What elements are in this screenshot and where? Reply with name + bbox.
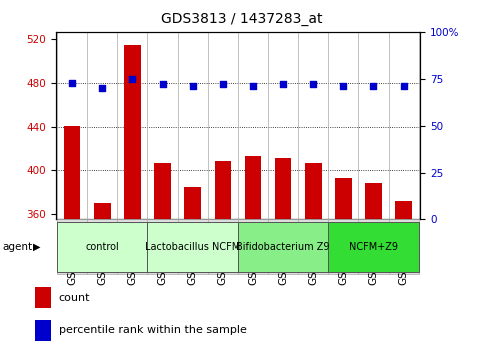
FancyBboxPatch shape — [328, 222, 419, 272]
FancyBboxPatch shape — [147, 219, 178, 274]
Point — [68, 80, 76, 85]
Bar — [35, 320, 51, 341]
Text: GSM508918: GSM508918 — [398, 222, 409, 285]
Point — [128, 76, 136, 81]
Bar — [124, 45, 141, 219]
Text: percentile rank within the sample: percentile rank within the sample — [58, 325, 246, 335]
Point — [279, 81, 287, 87]
FancyBboxPatch shape — [117, 219, 147, 274]
Point — [369, 84, 377, 89]
Text: GSM508916: GSM508916 — [339, 222, 348, 285]
Bar — [365, 183, 382, 219]
FancyBboxPatch shape — [328, 219, 358, 274]
Bar — [275, 158, 291, 219]
Text: GSM508908: GSM508908 — [97, 222, 107, 285]
Bar — [245, 156, 261, 219]
Point — [99, 85, 106, 91]
Bar — [185, 187, 201, 219]
Bar — [214, 161, 231, 219]
Text: GSM508912: GSM508912 — [218, 222, 228, 285]
Bar — [94, 203, 111, 219]
Point — [219, 81, 227, 87]
FancyBboxPatch shape — [57, 222, 147, 272]
FancyBboxPatch shape — [268, 219, 298, 274]
FancyBboxPatch shape — [238, 219, 268, 274]
Text: Lactobacillus NCFM: Lactobacillus NCFM — [145, 242, 241, 252]
Text: agent: agent — [2, 242, 32, 252]
Text: GSM508910: GSM508910 — [157, 222, 168, 285]
FancyBboxPatch shape — [298, 219, 328, 274]
Text: GSM508917: GSM508917 — [369, 222, 379, 285]
Text: GSM508911: GSM508911 — [188, 222, 198, 285]
Bar — [335, 178, 352, 219]
Text: GSM508914: GSM508914 — [278, 222, 288, 285]
Text: NCFM+Z9: NCFM+Z9 — [349, 242, 398, 252]
Point — [189, 84, 197, 89]
FancyBboxPatch shape — [208, 219, 238, 274]
FancyBboxPatch shape — [87, 219, 117, 274]
Text: GSM508915: GSM508915 — [308, 222, 318, 285]
Text: GSM508909: GSM508909 — [128, 222, 137, 285]
Bar — [154, 163, 171, 219]
Text: GSM508913: GSM508913 — [248, 222, 258, 285]
Point — [249, 84, 257, 89]
Bar — [35, 287, 51, 308]
Text: Bifidobacterium Z9: Bifidobacterium Z9 — [236, 242, 330, 252]
FancyBboxPatch shape — [147, 222, 238, 272]
Bar — [305, 163, 322, 219]
Text: GDS3813 / 1437283_at: GDS3813 / 1437283_at — [161, 12, 322, 27]
Text: control: control — [85, 242, 119, 252]
Text: count: count — [58, 292, 90, 303]
Bar — [396, 201, 412, 219]
Point — [400, 84, 408, 89]
FancyBboxPatch shape — [178, 219, 208, 274]
FancyBboxPatch shape — [358, 219, 388, 274]
Text: GSM508907: GSM508907 — [67, 222, 77, 285]
Text: ▶: ▶ — [33, 242, 41, 252]
Point — [159, 81, 167, 87]
FancyBboxPatch shape — [57, 219, 87, 274]
Point — [340, 84, 347, 89]
Point — [309, 81, 317, 87]
Bar — [64, 126, 80, 219]
FancyBboxPatch shape — [238, 222, 328, 272]
FancyBboxPatch shape — [388, 219, 419, 274]
